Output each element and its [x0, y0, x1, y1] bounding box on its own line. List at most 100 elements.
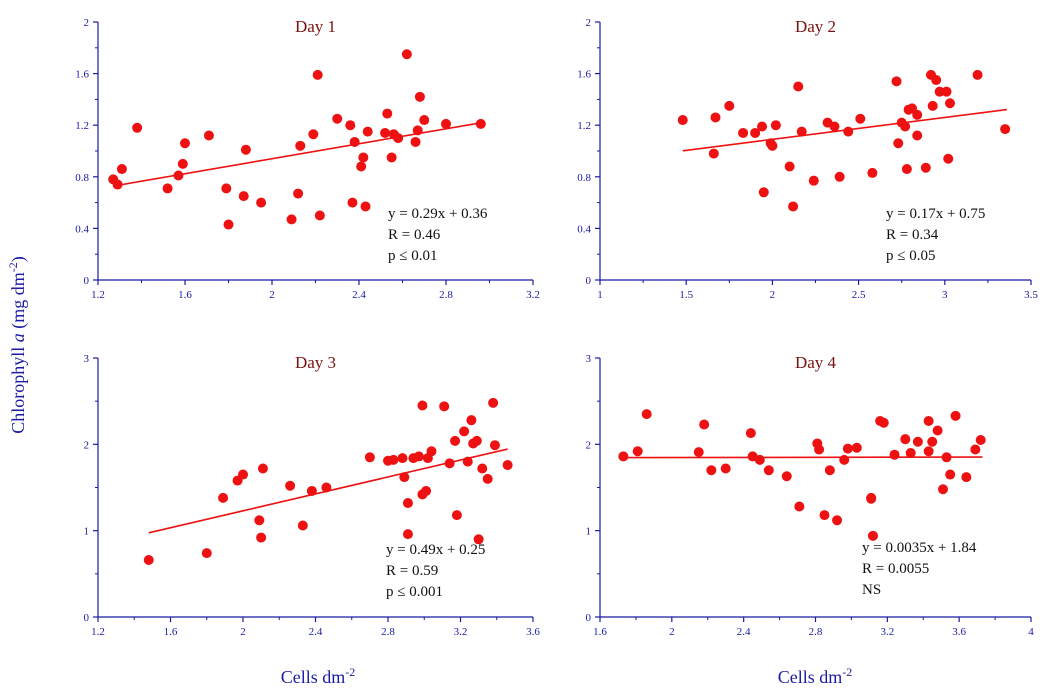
data-point [358, 152, 369, 163]
data-point [901, 164, 912, 175]
data-point [851, 442, 862, 453]
data-point [893, 138, 904, 149]
data-point [819, 510, 830, 521]
stat-annotation: R = 0.46 [388, 227, 441, 243]
data-point [706, 465, 717, 476]
y-tick-label: 2 [84, 17, 90, 29]
y-tick-label: 0 [586, 275, 592, 287]
data-point [386, 152, 397, 163]
data-point [399, 472, 410, 483]
y-tick-label: 3 [586, 353, 592, 365]
data-point [347, 197, 358, 208]
data-point [345, 120, 356, 131]
data-point [426, 446, 437, 457]
data-point [784, 161, 795, 172]
stat-annotation: R = 0.34 [886, 227, 939, 243]
x-tick-label: 2.8 [809, 626, 823, 638]
data-point [699, 419, 710, 430]
data-point [757, 121, 768, 132]
data-point [218, 492, 229, 503]
data-point [632, 446, 643, 457]
data-point [866, 493, 877, 504]
x-tick-label: 1.2 [91, 289, 105, 301]
data-point [257, 463, 268, 474]
y-tick-label: 3 [84, 353, 90, 365]
panel-day-1: 1.2 1.6 2 2.4 2.8 3.2 0 0.4 0.8 1.2 1.6 2 Day 1 y = 0… [75, 17, 540, 301]
x-axis-title-left: Cells dm-2 [281, 665, 356, 687]
data-point [475, 118, 486, 129]
y-tick-label: 0 [84, 275, 90, 287]
data-point [221, 183, 232, 194]
data-point [177, 158, 188, 169]
x-tick-label: 4 [1028, 626, 1034, 638]
data-point [173, 170, 184, 181]
data-point [295, 140, 306, 151]
x-tick-label: 3.5 [1024, 289, 1038, 301]
y-tick-label: 0.8 [577, 172, 591, 184]
data-point [477, 463, 488, 474]
data-point [488, 397, 499, 408]
x-tick-label: 2.8 [381, 626, 395, 638]
data-point [238, 469, 248, 480]
data-point [1000, 124, 1011, 135]
data-point [308, 129, 319, 140]
data-point [162, 183, 173, 194]
data-point [781, 471, 792, 482]
data-point [473, 534, 484, 545]
panel-day-4: 1.6 2 2.4 2.8 3.2 3.6 4 0 1 2 3 Day 4 y = 0.0035x + … [586, 353, 1035, 638]
data-point [410, 136, 421, 147]
panel-title: Day 4 [795, 353, 837, 372]
data-point [750, 127, 761, 138]
x-tick-label: 3.2 [526, 289, 540, 301]
data-point [920, 162, 931, 173]
data-point [314, 210, 325, 221]
x-tick-label: 1.5 [679, 289, 693, 301]
data-point [466, 415, 477, 426]
data-point [254, 515, 265, 526]
data-point [900, 121, 911, 132]
y-tick-label: 1.6 [577, 69, 591, 81]
data-point [832, 515, 843, 526]
data-point [180, 138, 190, 149]
data-point [710, 112, 721, 123]
data-point [414, 91, 425, 102]
y-tick-label: 1.2 [577, 120, 591, 132]
data-point [238, 191, 249, 202]
data-point [285, 480, 296, 491]
data-point [450, 435, 461, 446]
data-point [834, 171, 845, 182]
data-point [724, 100, 735, 111]
data-point [905, 447, 916, 458]
data-point [961, 472, 972, 483]
x-tick-label: 1 [597, 289, 603, 301]
data-point [927, 436, 938, 447]
x-tick-label: 2 [269, 289, 275, 301]
data-point [397, 453, 408, 464]
x-tick-label: 2.4 [352, 289, 366, 301]
x-tick-label: 2.5 [852, 289, 866, 301]
data-point [677, 115, 688, 126]
panel-title: Day 1 [295, 17, 336, 36]
x-tick-label: 1.6 [593, 626, 607, 638]
y-tick-label: 1.2 [75, 120, 89, 132]
data-point [116, 164, 127, 175]
data-point [970, 444, 981, 455]
y-tick-label: 0 [84, 612, 90, 624]
data-point [855, 113, 866, 124]
stat-annotation: R = 0.0055 [862, 561, 929, 577]
x-tick-label: 2 [770, 289, 776, 301]
data-point [444, 458, 455, 469]
data-point [364, 452, 375, 463]
data-point [393, 133, 404, 144]
data-point [482, 473, 493, 484]
x-tick-label: 2 [669, 626, 675, 638]
data-point [286, 214, 297, 225]
y-tick-label: 1 [84, 526, 90, 538]
data-point [934, 86, 945, 97]
data-point [945, 469, 956, 480]
x-tick-label: 3.6 [526, 626, 540, 638]
data-point [388, 454, 399, 465]
stat-annotation: y = 0.49x + 0.25 [386, 542, 485, 558]
data-point [763, 465, 774, 476]
